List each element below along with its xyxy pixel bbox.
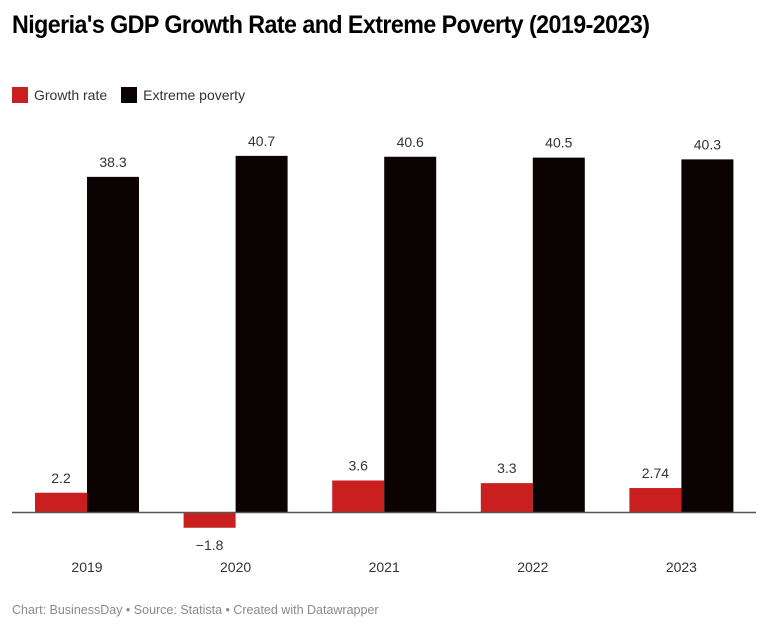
legend-label-extreme-poverty: Extreme poverty <box>143 87 246 103</box>
value-label-growth-rate-2023: 2.74 <box>642 465 669 481</box>
x-tick-label-2019: 2019 <box>71 559 102 575</box>
value-label-extreme-poverty-2020: 40.7 <box>248 133 275 149</box>
bar-growth-rate-2022 <box>480 483 533 512</box>
x-tick-label-2023: 2023 <box>666 559 697 575</box>
legend-swatch-growth-rate <box>12 87 28 103</box>
value-label-extreme-poverty-2019: 38.3 <box>99 154 126 170</box>
bar-extreme-poverty-2022 <box>532 157 585 512</box>
bar-extreme-poverty-2023 <box>681 159 734 512</box>
x-tick-label-2020: 2020 <box>220 559 251 575</box>
x-tick-label-2022: 2022 <box>517 559 548 575</box>
value-label-extreme-poverty-2021: 40.6 <box>397 134 424 150</box>
value-label-extreme-poverty-2022: 40.5 <box>545 135 572 151</box>
value-label-growth-rate-2022: 3.3 <box>497 460 517 476</box>
value-label-extreme-poverty-2023: 40.3 <box>694 136 721 152</box>
value-label-growth-rate-2021: 3.6 <box>348 458 368 474</box>
bar-extreme-poverty-2020 <box>235 155 288 512</box>
bar-extreme-poverty-2021 <box>384 156 437 512</box>
legend-label-growth-rate: Growth rate <box>34 87 108 103</box>
legend: Growth rate Extreme poverty <box>12 87 259 103</box>
chart-footer: Chart: BusinessDay • Source: Statista • … <box>12 603 379 617</box>
bar-growth-rate-2020 <box>183 512 236 528</box>
legend-item-extreme-poverty: Extreme poverty <box>121 87 245 103</box>
bar-growth-rate-2023 <box>629 488 682 512</box>
bar-growth-rate-2021 <box>332 480 385 512</box>
bar-extreme-poverty-2019 <box>87 176 139 512</box>
legend-swatch-extreme-poverty <box>121 87 138 103</box>
chart-title: Nigeria's GDP Growth Rate and Extreme Po… <box>12 11 650 39</box>
x-tick-label-2021: 2021 <box>369 559 400 575</box>
value-label-growth-rate-2020: −1.8 <box>196 537 224 553</box>
bar-growth-rate-2019 <box>35 492 87 512</box>
value-label-growth-rate-2019: 2.2 <box>51 470 71 486</box>
legend-item-growth-rate: Growth rate <box>12 87 107 103</box>
